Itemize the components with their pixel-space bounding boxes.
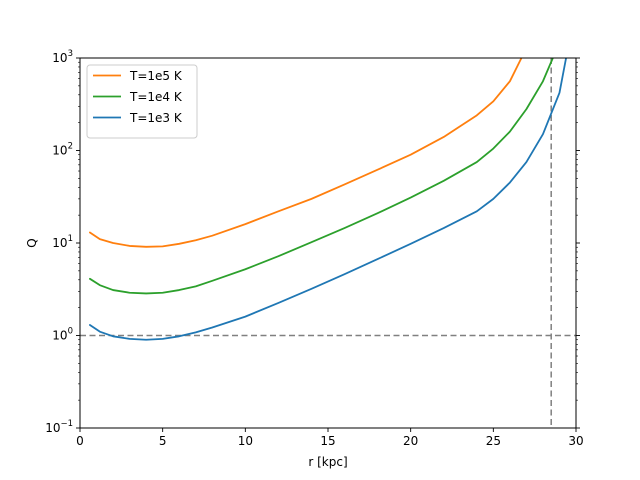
y-axis: 10−1 100 101 102 103 bbox=[45, 49, 580, 435]
series-line-1 bbox=[89, 58, 554, 295]
x-tick-label: 20 bbox=[403, 434, 418, 448]
y-axis-label: Q bbox=[25, 238, 39, 247]
reference-lines bbox=[80, 58, 576, 428]
y-tick-label: 102 bbox=[52, 142, 73, 158]
y-tick-label: 103 bbox=[52, 49, 73, 65]
x-axis-label: r [kpc] bbox=[308, 455, 347, 469]
x-tick-label: 10 bbox=[238, 434, 253, 448]
legend-label-1: T=1e4 K bbox=[129, 90, 183, 104]
legend-box bbox=[86, 64, 198, 139]
x-tick-label: 25 bbox=[486, 434, 501, 448]
legend-label-0: T=1e5 K bbox=[129, 69, 183, 83]
legend-label-2: T=1e3 K bbox=[129, 111, 183, 125]
legend: T=1e5 K T=1e4 K T=1e3 K bbox=[86, 64, 198, 139]
series-line-0 bbox=[89, 58, 523, 248]
x-tick-label: 15 bbox=[320, 434, 335, 448]
x-tick-label: 0 bbox=[76, 434, 84, 448]
y-tick-label: 100 bbox=[52, 327, 73, 343]
y-tick-label: 101 bbox=[52, 234, 73, 250]
series-lines bbox=[89, 58, 567, 341]
x-tick-label: 30 bbox=[568, 434, 583, 448]
x-tick-label: 5 bbox=[159, 434, 167, 448]
series-line-2 bbox=[89, 58, 567, 341]
y-tick-label: 10−1 bbox=[45, 419, 73, 435]
x-axis: 0 5 10 15 20 25 30 bbox=[76, 428, 584, 448]
